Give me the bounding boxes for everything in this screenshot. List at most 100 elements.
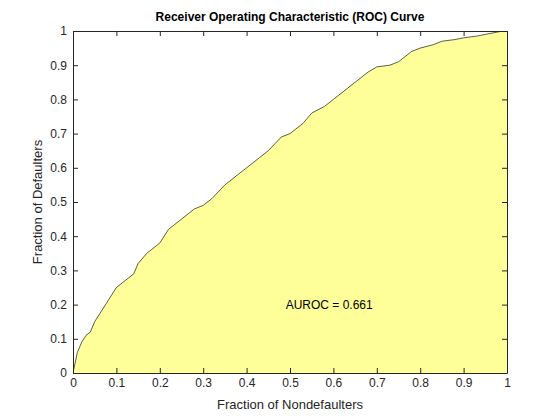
title: Receiver Operating Characteristic (ROC) … xyxy=(156,10,425,24)
y-axis-right xyxy=(502,32,508,374)
tick xyxy=(502,134,507,135)
tick: 0 xyxy=(60,366,78,380)
tick-label: 0.4 xyxy=(50,230,67,244)
tick-mark xyxy=(73,134,78,135)
tick xyxy=(247,31,248,36)
tick xyxy=(502,168,507,169)
tick-mark xyxy=(73,270,78,271)
tick xyxy=(502,202,507,203)
tick: 0.4 xyxy=(239,368,256,390)
tick xyxy=(377,31,378,36)
tick: 0.7 xyxy=(369,368,386,390)
tick-label: 0.7 xyxy=(369,376,386,390)
tick-mark xyxy=(160,31,161,36)
roc-line xyxy=(73,31,507,373)
tick: 0.9 xyxy=(50,59,78,73)
tick xyxy=(464,31,465,36)
axis-line xyxy=(74,373,508,374)
tick-label: 0.7 xyxy=(50,127,67,141)
tick-mark xyxy=(377,31,378,36)
tick-mark xyxy=(73,99,78,100)
tick-mark xyxy=(73,168,78,169)
tick: 0.4 xyxy=(50,230,78,244)
tick-mark xyxy=(247,368,248,373)
tick: 0.2 xyxy=(50,298,78,312)
tick-mark xyxy=(116,368,117,373)
tick-mark xyxy=(502,339,507,340)
tick: 0.2 xyxy=(152,368,169,390)
tick-mark xyxy=(116,31,117,36)
y-axis-title: Fraction of Defaulters xyxy=(30,139,45,264)
tick: 0.8 xyxy=(50,93,78,107)
tick xyxy=(420,31,421,36)
x-axis: 00.10.20.30.40.50.60.70.80.91 xyxy=(70,368,511,390)
tick xyxy=(73,31,74,36)
tick: 0.7 xyxy=(50,127,78,141)
tick-mark xyxy=(73,31,74,36)
tick-label: 0.2 xyxy=(50,298,67,312)
axis-line xyxy=(507,32,508,374)
tick-mark xyxy=(73,373,78,374)
tick-mark xyxy=(333,368,334,373)
tick-label: 0.4 xyxy=(239,376,256,390)
tick-label: 0.3 xyxy=(195,376,212,390)
tick: 0.3 xyxy=(195,368,212,390)
tick: 0.9 xyxy=(456,368,473,390)
tick xyxy=(290,31,291,36)
tick: 0.6 xyxy=(326,368,343,390)
tick-mark xyxy=(502,99,507,100)
tick-mark xyxy=(502,305,507,306)
tick-mark xyxy=(502,202,507,203)
tick-mark xyxy=(160,368,161,373)
roc-area xyxy=(73,31,507,373)
x-axis-title: Fraction of Nondefaulters xyxy=(217,397,363,412)
tick: 0.1 xyxy=(50,332,78,346)
y-axis: 00.10.20.30.40.50.60.70.80.91 xyxy=(50,24,78,380)
tick xyxy=(502,99,507,100)
tick xyxy=(116,31,117,36)
marks xyxy=(73,31,507,373)
tick-label: 0.9 xyxy=(50,59,67,73)
tick: 0.8 xyxy=(412,368,429,390)
plot: 00.10.20.30.40.50.60.70.80.9100.10.20.30… xyxy=(50,24,511,389)
tick xyxy=(502,65,507,66)
tick xyxy=(502,31,507,32)
tick: 0.5 xyxy=(282,368,299,390)
tick xyxy=(502,373,507,374)
tick-label: 0.3 xyxy=(50,264,67,278)
tick: 0.6 xyxy=(50,161,78,175)
tick: 0.3 xyxy=(50,264,78,278)
tick-mark xyxy=(502,270,507,271)
tick-label: 0.1 xyxy=(50,332,67,346)
tick-label: 0.6 xyxy=(50,161,67,175)
tick-mark xyxy=(203,31,204,36)
tick-mark xyxy=(502,373,507,374)
tick-label: 0.1 xyxy=(109,376,126,390)
tick-mark xyxy=(502,65,507,66)
tick-mark xyxy=(420,31,421,36)
tick-mark xyxy=(73,305,78,306)
annotation: AUROC = 0.661 xyxy=(286,298,373,312)
tick-mark xyxy=(73,339,78,340)
x-axis-top xyxy=(74,31,508,36)
tick-mark xyxy=(73,65,78,66)
tick xyxy=(502,339,507,340)
tick-mark xyxy=(502,236,507,237)
tick-label: 0.2 xyxy=(152,376,169,390)
tick-label: 0.6 xyxy=(326,376,343,390)
tick: 0.5 xyxy=(50,195,78,209)
tick-mark xyxy=(464,368,465,373)
tick xyxy=(502,305,507,306)
tick-label: 0.5 xyxy=(50,195,67,209)
tick-label: 0.5 xyxy=(282,376,299,390)
tick-label: 0.8 xyxy=(412,376,429,390)
tick-mark xyxy=(502,134,507,135)
tick-mark xyxy=(502,31,507,32)
tick-label: 0.8 xyxy=(50,93,67,107)
tick: 0.1 xyxy=(109,368,126,390)
tick-mark xyxy=(420,368,421,373)
tick-mark xyxy=(290,31,291,36)
tick xyxy=(502,270,507,271)
tick xyxy=(203,31,204,36)
tick-mark xyxy=(203,368,204,373)
